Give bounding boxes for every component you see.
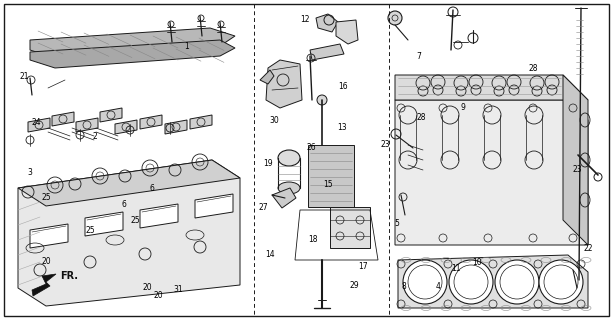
Polygon shape <box>30 28 235 58</box>
Polygon shape <box>478 258 498 274</box>
Text: 26: 26 <box>306 143 316 152</box>
Text: 11: 11 <box>451 264 460 273</box>
Text: 23: 23 <box>380 140 390 148</box>
Polygon shape <box>140 115 162 129</box>
Text: 9: 9 <box>460 103 465 112</box>
Ellipse shape <box>278 150 300 166</box>
Text: 3: 3 <box>27 168 32 177</box>
Polygon shape <box>30 40 235 68</box>
Polygon shape <box>398 255 588 308</box>
Text: 31: 31 <box>173 285 183 294</box>
Polygon shape <box>395 100 588 245</box>
Text: 25: 25 <box>86 226 96 235</box>
Polygon shape <box>28 118 50 132</box>
Polygon shape <box>52 112 74 126</box>
Circle shape <box>495 260 539 304</box>
Text: 6: 6 <box>150 184 154 193</box>
Text: 28: 28 <box>417 113 427 122</box>
Text: 5: 5 <box>395 219 400 228</box>
Circle shape <box>388 11 402 25</box>
Text: 20: 20 <box>41 257 51 266</box>
Polygon shape <box>165 120 187 134</box>
Polygon shape <box>316 14 338 32</box>
Circle shape <box>317 95 327 105</box>
Polygon shape <box>18 160 240 206</box>
Text: 13: 13 <box>337 123 347 132</box>
Text: 16: 16 <box>338 82 348 91</box>
Text: 8: 8 <box>402 282 406 291</box>
Text: 10: 10 <box>472 258 482 267</box>
Text: 1: 1 <box>185 42 189 51</box>
Text: 18: 18 <box>308 235 318 244</box>
Circle shape <box>539 260 583 304</box>
Ellipse shape <box>278 182 300 194</box>
Text: 25: 25 <box>41 193 51 202</box>
Circle shape <box>403 260 447 304</box>
Text: 27: 27 <box>259 203 268 212</box>
Text: 20: 20 <box>153 292 163 300</box>
Polygon shape <box>563 75 588 245</box>
Polygon shape <box>310 44 344 60</box>
Text: 6: 6 <box>121 200 126 209</box>
Text: 29: 29 <box>349 281 359 290</box>
Text: 17: 17 <box>358 262 368 271</box>
Text: FR.: FR. <box>60 271 78 281</box>
Text: 20: 20 <box>142 283 152 292</box>
Polygon shape <box>76 118 98 132</box>
Text: 21: 21 <box>20 72 29 81</box>
Polygon shape <box>308 145 354 207</box>
Polygon shape <box>266 60 302 108</box>
Polygon shape <box>272 188 296 208</box>
Polygon shape <box>140 204 178 228</box>
Polygon shape <box>32 274 56 296</box>
Text: 28: 28 <box>528 64 538 73</box>
Text: 4: 4 <box>436 282 441 291</box>
Polygon shape <box>195 194 233 218</box>
Text: 19: 19 <box>264 159 273 168</box>
Polygon shape <box>100 108 122 122</box>
Polygon shape <box>115 120 137 134</box>
Polygon shape <box>18 160 240 306</box>
Text: 23: 23 <box>573 165 582 174</box>
Text: 15: 15 <box>323 180 333 188</box>
Polygon shape <box>330 207 370 248</box>
Text: 14: 14 <box>265 250 275 259</box>
Polygon shape <box>190 115 212 129</box>
Polygon shape <box>30 224 68 248</box>
Text: 24: 24 <box>32 118 42 127</box>
Text: 7: 7 <box>416 52 421 60</box>
Polygon shape <box>336 20 358 44</box>
Text: 25: 25 <box>130 216 140 225</box>
Circle shape <box>449 260 493 304</box>
Polygon shape <box>85 212 123 236</box>
Polygon shape <box>260 70 274 84</box>
Text: 2: 2 <box>93 132 97 140</box>
Text: 30: 30 <box>270 116 280 125</box>
Text: 22: 22 <box>584 244 593 253</box>
Polygon shape <box>395 75 588 100</box>
Text: 12: 12 <box>300 15 310 24</box>
